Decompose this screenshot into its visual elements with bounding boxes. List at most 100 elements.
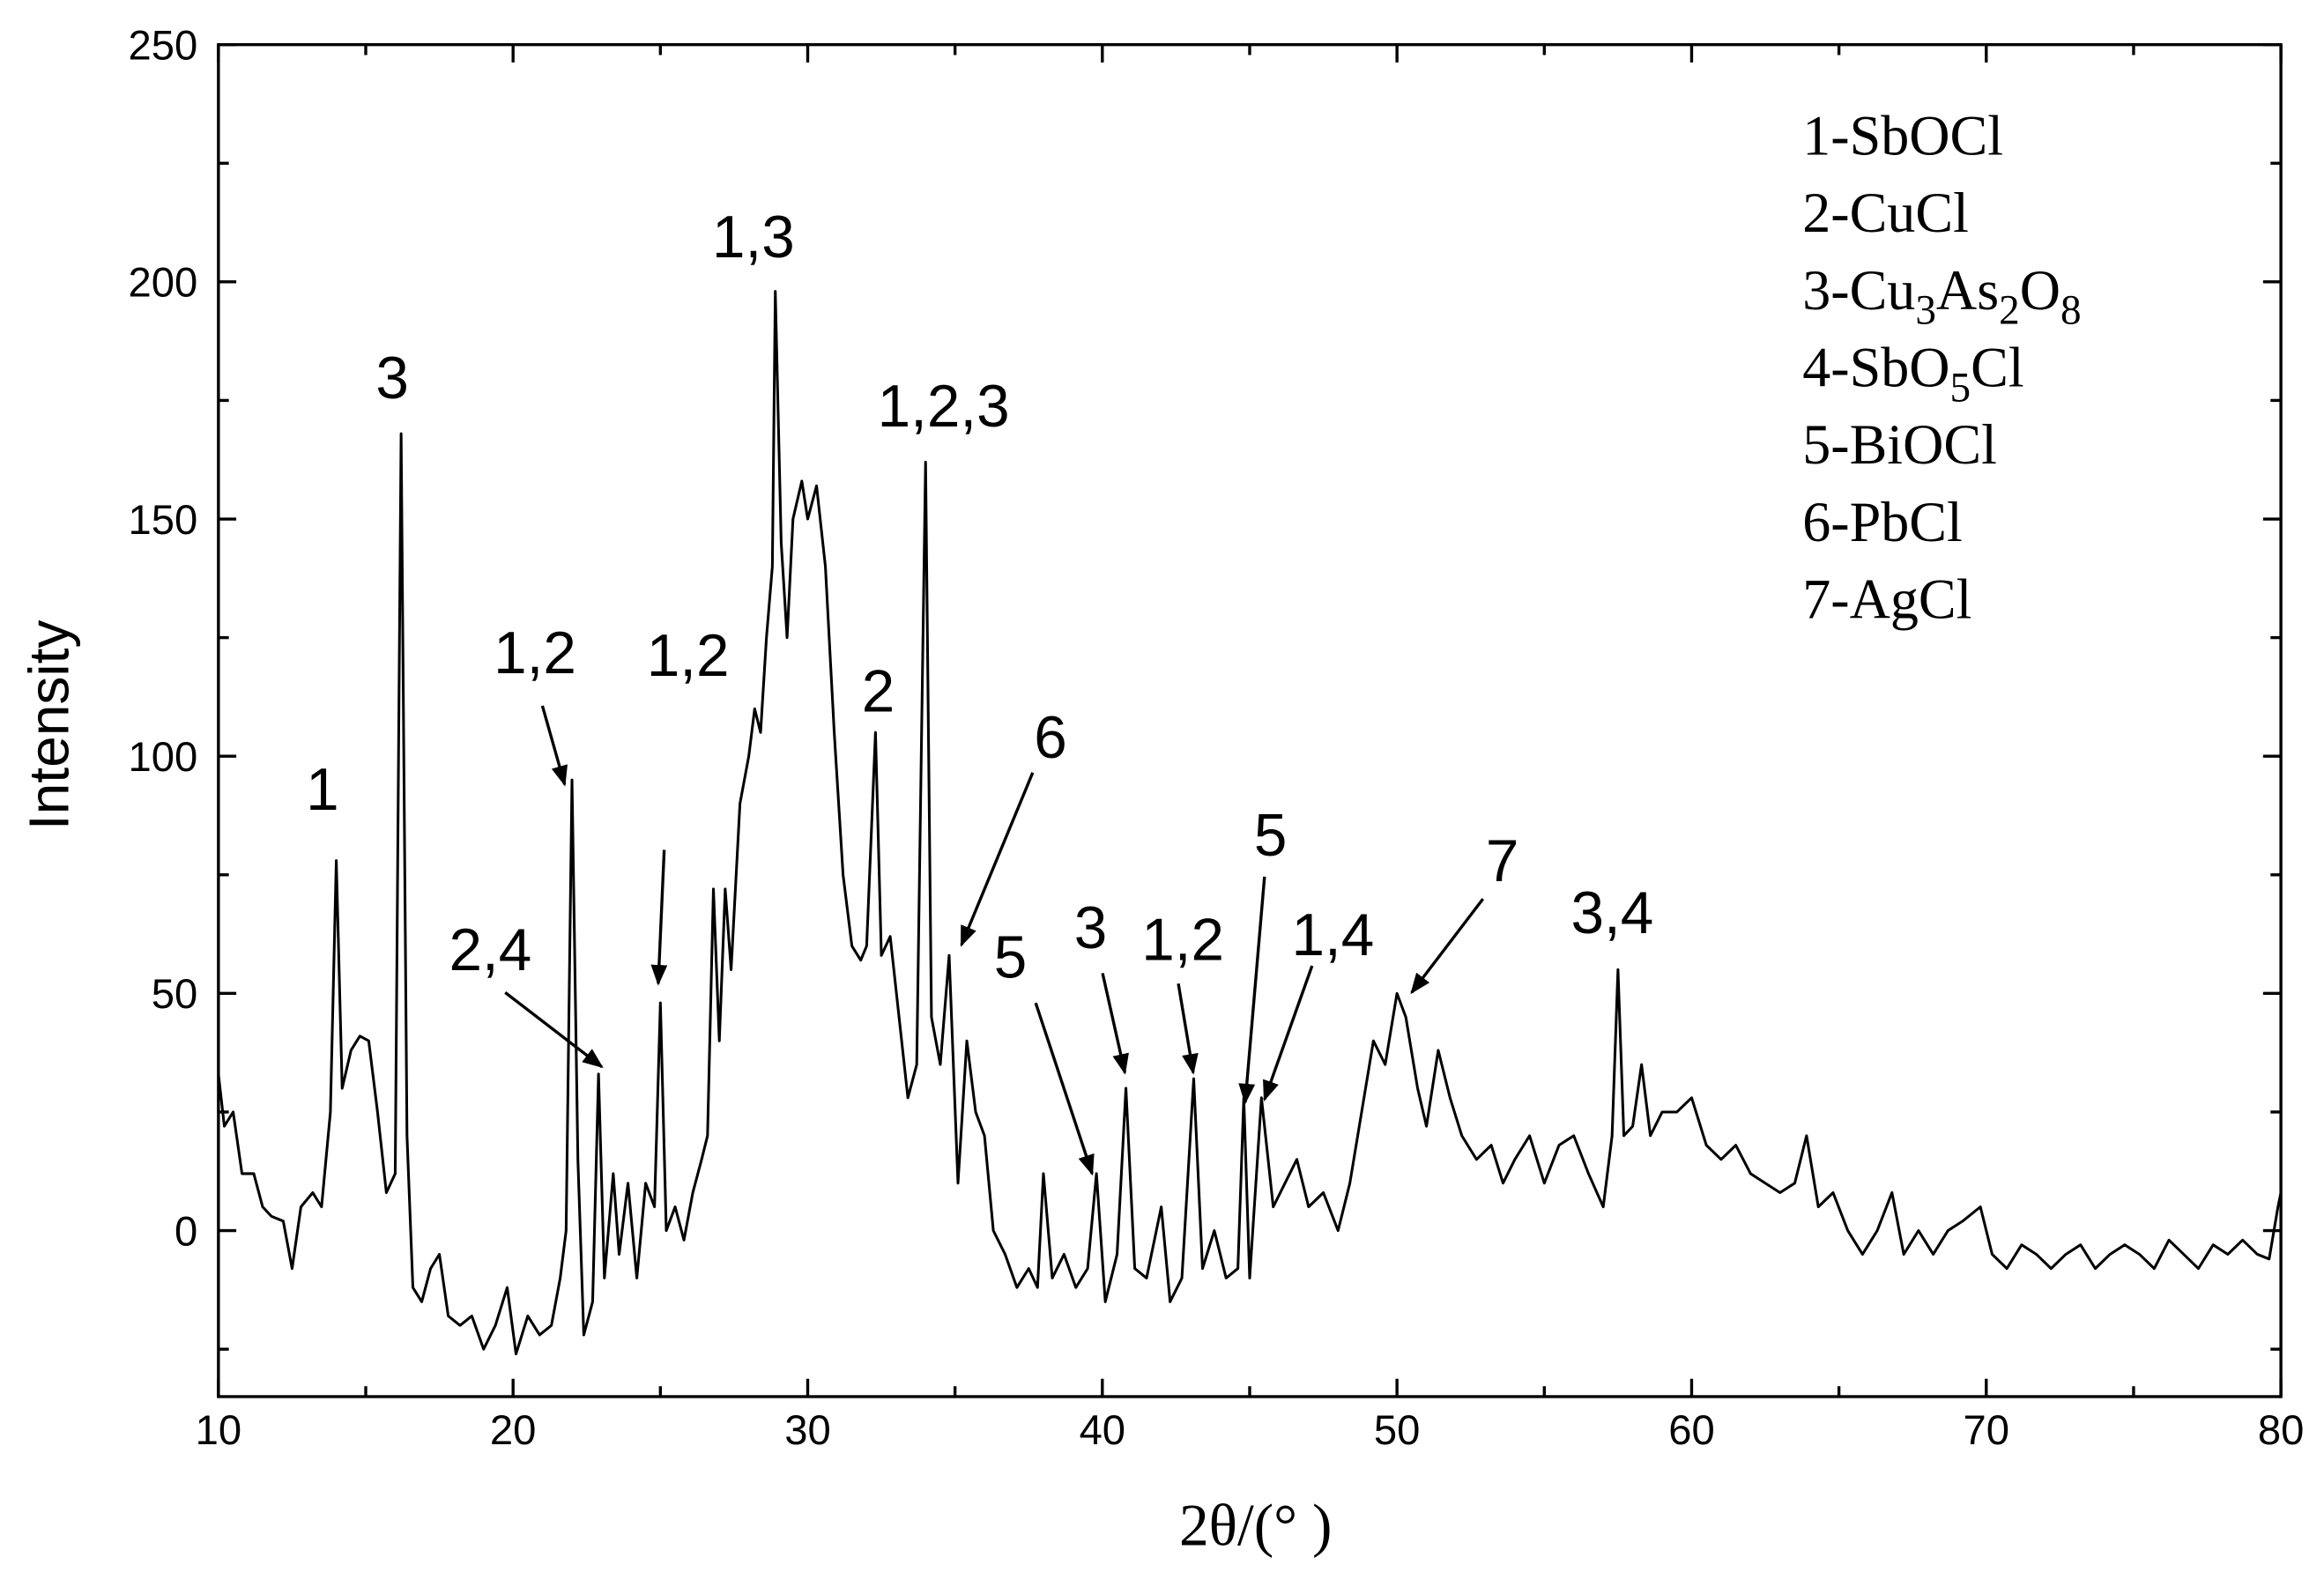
legend-char: S	[1850, 336, 1882, 398]
annotation-arrow	[960, 772, 1035, 947]
annotation-arrow	[1238, 876, 1266, 1105]
peak-annotation: 5	[1254, 803, 1288, 869]
legend-char: O	[1903, 413, 1943, 476]
peak-annotation: 3,4	[1571, 880, 1654, 946]
legend-char: 1	[1802, 104, 1830, 167]
x-tick-label: 80	[2258, 1407, 2305, 1454]
legend-char: l	[1981, 413, 1997, 476]
legend-char: 2	[1999, 288, 2020, 334]
x-axis-title: 2θ/(° )	[1179, 1493, 1333, 1559]
peak-annotation: 1,3	[712, 204, 795, 271]
legend-char: C	[1943, 413, 1981, 476]
legend-char: -	[1830, 567, 1849, 630]
annotation-arrow	[650, 849, 668, 986]
legend-char: l	[1947, 491, 1963, 553]
peak-annotation: 3	[1074, 895, 1108, 961]
legend-char: 2	[1802, 182, 1830, 244]
data-line	[217, 290, 2283, 1356]
y-axis-title: Intensity	[18, 620, 81, 831]
legend-char: b	[1881, 491, 1909, 553]
peak-annotation: 5	[994, 925, 1028, 991]
legend-char: C	[1971, 336, 2008, 398]
peak-annotation: 1,2	[494, 620, 576, 686]
legend-char: l	[1987, 104, 2003, 167]
x-tick-label: 10	[196, 1407, 242, 1454]
peak-annotation: 1,2	[1141, 907, 1224, 973]
legend-char: C	[1850, 182, 1888, 244]
y-tick-label: 50	[152, 971, 198, 1018]
legend-char: 8	[2060, 288, 2082, 334]
legend-entry: 5-BiOCl	[1802, 413, 1997, 476]
legend-char: C	[1950, 104, 1988, 167]
peak-annotation: 6	[1034, 705, 1067, 771]
legend-char: l	[2008, 336, 2024, 398]
legend-char: -	[1830, 336, 1849, 398]
legend-char: 5	[1950, 365, 1971, 411]
legend-char: C	[1909, 491, 1947, 553]
legend-char: l	[1953, 182, 1969, 244]
peak-annotation: 1,2,3	[878, 374, 1010, 440]
legend-char: P	[1850, 491, 1882, 553]
legend-entry: 4-SbO5Cl	[1802, 336, 2023, 411]
legend-char: -	[1830, 491, 1849, 553]
peak-annotation: 1,2	[647, 623, 730, 689]
legend-char: s	[1977, 259, 1999, 322]
legend-entry: 2-CuCl	[1802, 182, 1969, 244]
legend-char: 3	[1915, 288, 1936, 334]
x-tick-label: 60	[1668, 1407, 1715, 1454]
peak-annotation: 1,4	[1292, 902, 1375, 968]
legend-char: 3	[1802, 259, 1830, 322]
y-tick-label: 0	[174, 1208, 197, 1255]
legend-char: b	[1881, 336, 1909, 398]
legend-char: 5	[1802, 413, 1830, 476]
legend-char: A	[1850, 567, 1890, 630]
annotation-arrow	[1410, 898, 1485, 995]
legend-entry: 1-SbOCl	[1802, 104, 2003, 167]
y-tick-label: 250	[129, 23, 198, 70]
legend-char: -	[1830, 259, 1849, 322]
legend-entry: 3-Cu3As2O8	[1802, 259, 2081, 334]
peak-annotation: 3	[375, 345, 409, 412]
peak-annotation: 2,4	[449, 917, 532, 983]
x-tick-label: 70	[1964, 1407, 2010, 1454]
x-tick-label: 30	[784, 1407, 830, 1454]
legend-char: O	[1909, 336, 1949, 398]
legend-char: C	[1915, 182, 1953, 244]
legend-char: C	[1850, 259, 1888, 322]
legend-char: S	[1850, 104, 1882, 167]
x-tick-label: 50	[1374, 1407, 1421, 1454]
annotation-arrow	[1177, 982, 1199, 1075]
y-tick-label: 200	[129, 260, 198, 307]
annotation-arrow	[1263, 965, 1314, 1101]
annotation-arrow	[1101, 973, 1129, 1075]
annotation-arrow	[1034, 1002, 1095, 1176]
annotation-arrow	[504, 991, 604, 1069]
legend-char: C	[1919, 567, 1956, 630]
legend-char: g	[1890, 567, 1919, 630]
legend-char: -	[1830, 182, 1849, 244]
legend-char: O	[2020, 259, 2060, 322]
plot-frame	[217, 42, 2283, 1398]
y-tick-label: 100	[129, 734, 198, 781]
legend-char: b	[1881, 104, 1909, 167]
legend-char: O	[1909, 104, 1949, 167]
legend-char: A	[1936, 259, 1977, 322]
legend-entry: 6-PbCl	[1802, 491, 1963, 553]
legend-char: 7	[1802, 567, 1830, 630]
legend-char: i	[1887, 413, 1903, 476]
peak-annotation: 1	[306, 757, 339, 823]
x-tick-label: 20	[490, 1407, 537, 1454]
legend-char: l	[1956, 567, 1972, 630]
legend-char: 4	[1802, 336, 1830, 398]
legend-char: 6	[1802, 491, 1830, 553]
legend-char: -	[1830, 413, 1849, 476]
legend-char: -	[1830, 104, 1849, 167]
x-tick-label: 40	[1080, 1407, 1126, 1454]
legend-char: u	[1887, 259, 1915, 322]
peak-annotation: 2	[862, 659, 895, 725]
y-tick-label: 150	[129, 497, 198, 544]
legend-char: u	[1887, 182, 1915, 244]
legend-char: B	[1850, 413, 1888, 476]
annotation-arrow	[540, 705, 568, 787]
